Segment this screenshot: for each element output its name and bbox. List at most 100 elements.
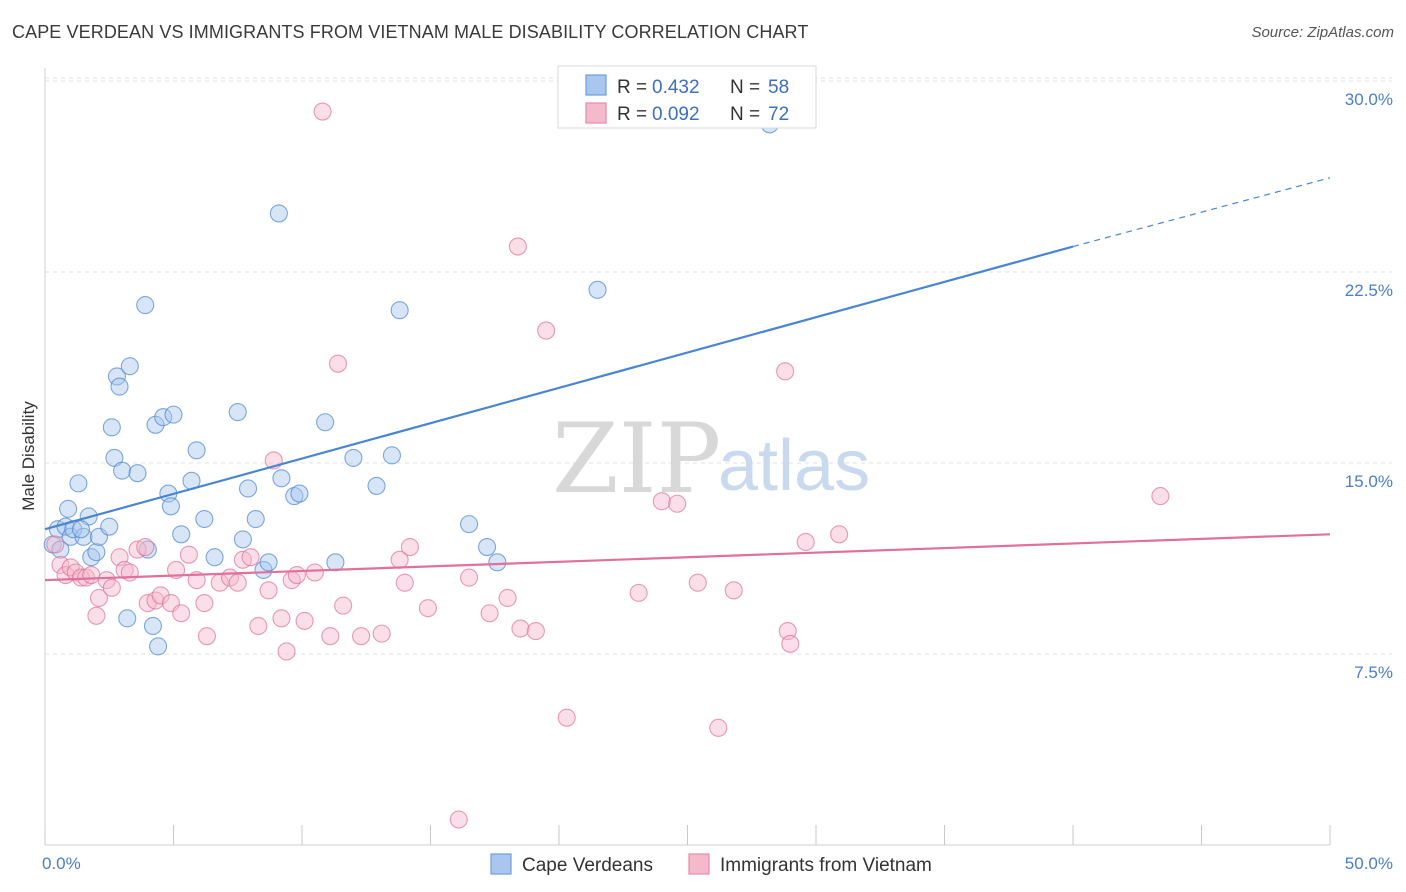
point-s0-38 <box>238 479 258 498</box>
point-s1-52 <box>480 604 499 623</box>
point-s1-60 <box>652 492 671 511</box>
point-s0-14 <box>102 418 121 437</box>
point-s0-11 <box>87 543 106 562</box>
point-s1-58 <box>557 708 576 727</box>
legend-swatch-vietnam <box>585 102 607 124</box>
point-s1-14 <box>120 563 139 582</box>
legend-n-label-1: N = <box>730 77 760 98</box>
point-s0-42 <box>269 204 288 223</box>
bottom-legend-label-vietnam: Immigrants from Vietnam <box>720 855 932 876</box>
legend-n-value-2: 72 <box>768 104 789 125</box>
point-s0-21 <box>128 464 147 483</box>
source-label: Source: ZipAtlas.com <box>1251 24 1394 41</box>
point-s0-43 <box>272 469 291 488</box>
point-s1-24 <box>195 594 214 613</box>
point-s0-20 <box>120 357 139 376</box>
point-s1-51 <box>459 568 479 587</box>
y-tick-label-1: 15.0% <box>1345 472 1393 491</box>
point-s1-67 <box>781 634 800 653</box>
point-s1-42 <box>328 354 348 373</box>
point-s1-30 <box>241 548 260 567</box>
point-s1-70 <box>1151 487 1170 506</box>
point-s1-0 <box>46 535 65 554</box>
point-s0-51 <box>390 301 409 320</box>
legend-n-value-1: 58 <box>768 77 789 98</box>
point-s1-45 <box>372 624 391 643</box>
point-s1-35 <box>277 642 296 661</box>
point-s1-63 <box>709 718 728 737</box>
point-s1-40 <box>313 102 332 121</box>
point-s1-34 <box>272 609 291 628</box>
legend-r-value-1: 0.432 <box>652 77 700 98</box>
point-s1-53 <box>498 588 517 608</box>
point-s0-17 <box>110 377 129 396</box>
point-s0-4 <box>59 499 78 518</box>
point-s1-62 <box>688 573 707 592</box>
point-s0-33 <box>187 441 206 460</box>
trend-line-s0 <box>44 245 1074 531</box>
point-s1-64 <box>724 581 743 600</box>
point-s1-13 <box>115 560 134 580</box>
point-s1-11 <box>102 578 121 597</box>
y-tick-label-3: 30.0% <box>1345 90 1393 109</box>
point-s1-48 <box>400 537 419 557</box>
point-s0-13 <box>100 517 119 536</box>
point-s1-57 <box>537 321 556 340</box>
point-s1-44 <box>352 627 371 646</box>
point-s1-31 <box>249 616 268 636</box>
point-s0-48 <box>344 448 363 467</box>
bottom-legend-swatch-vietnam <box>688 853 710 875</box>
point-s1-20 <box>167 560 186 580</box>
point-s0-35 <box>205 548 224 567</box>
point-s0-2 <box>51 540 70 559</box>
y-tick-label-2: 22.5% <box>1345 281 1393 300</box>
legend-bottom: Cape Verdeans Immigrants from Vietnam <box>490 853 932 876</box>
point-s1-4 <box>66 563 85 582</box>
point-s1-71 <box>136 537 155 557</box>
point-s1-55 <box>511 619 530 638</box>
point-s1-68 <box>796 532 815 551</box>
legend-r-label-1: R = <box>617 77 647 98</box>
point-s1-47 <box>395 573 414 592</box>
point-s0-57 <box>71 520 91 539</box>
y-tick-labels: 7.5% 15.0% 22.5% 30.0% <box>1345 90 1393 682</box>
point-s1-39 <box>305 563 324 582</box>
point-s0-39 <box>246 509 265 529</box>
legend-r-value-2: 0.092 <box>652 104 700 125</box>
point-s1-7 <box>82 566 101 585</box>
point-s0-55 <box>588 280 607 299</box>
point-s0-23 <box>138 540 157 559</box>
point-s0-34 <box>195 509 214 529</box>
point-s1-22 <box>179 545 198 564</box>
point-s0-22 <box>136 296 155 315</box>
point-s0-29 <box>161 497 180 516</box>
point-s0-44 <box>285 487 304 506</box>
legend-r-label-2: R = <box>617 104 647 125</box>
point-s0-47 <box>326 553 345 572</box>
point-s0-37 <box>233 530 252 549</box>
point-s0-52 <box>459 515 479 534</box>
watermark-atlas: atlas <box>718 426 870 506</box>
trend-line-s1 <box>44 533 1331 582</box>
point-s0-49 <box>367 476 386 495</box>
chart-title: CAPE VERDEAN VS IMMIGRANTS FROM VIETNAM … <box>12 22 809 42</box>
point-s1-8 <box>87 606 106 625</box>
x-tick-label-min: 0.0% <box>42 854 81 873</box>
point-s1-9 <box>89 588 109 608</box>
point-s0-50 <box>382 446 402 465</box>
y-axis-label: Male Disability <box>19 401 38 511</box>
point-s0-54 <box>488 553 507 572</box>
point-s0-46 <box>316 413 335 432</box>
bottom-legend-swatch-cape-verdeans <box>490 853 512 875</box>
point-s0-26 <box>149 637 168 656</box>
x-tick-label-max: 50.0% <box>1345 854 1393 873</box>
point-s1-28 <box>228 573 247 592</box>
point-s1-18 <box>151 586 170 605</box>
point-s1-50 <box>449 810 468 829</box>
point-s1-49 <box>418 599 437 618</box>
point-s1-59 <box>629 583 648 602</box>
point-s1-1 <box>51 555 70 574</box>
point-s0-7 <box>69 474 88 493</box>
legend-swatch-cape-verdeans <box>585 74 607 96</box>
